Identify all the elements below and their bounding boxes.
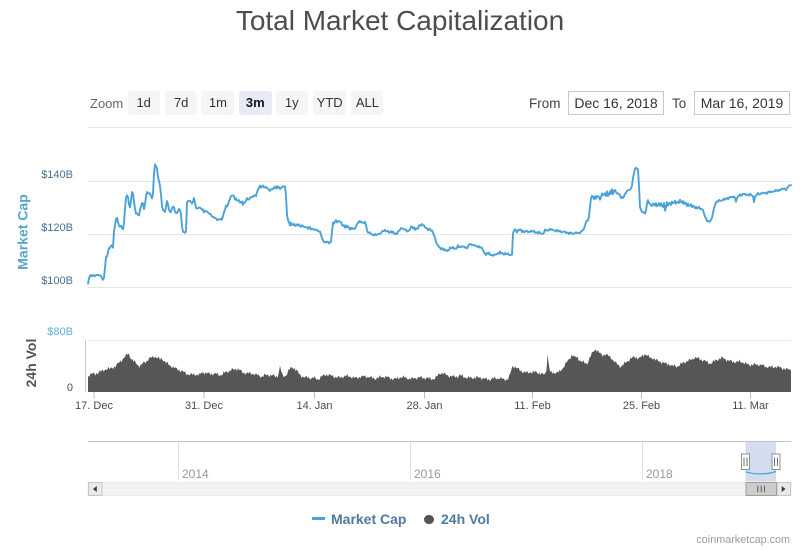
- svg-text:Market Cap: Market Cap: [15, 194, 31, 269]
- svg-text:24h Vol: 24h Vol: [23, 339, 39, 388]
